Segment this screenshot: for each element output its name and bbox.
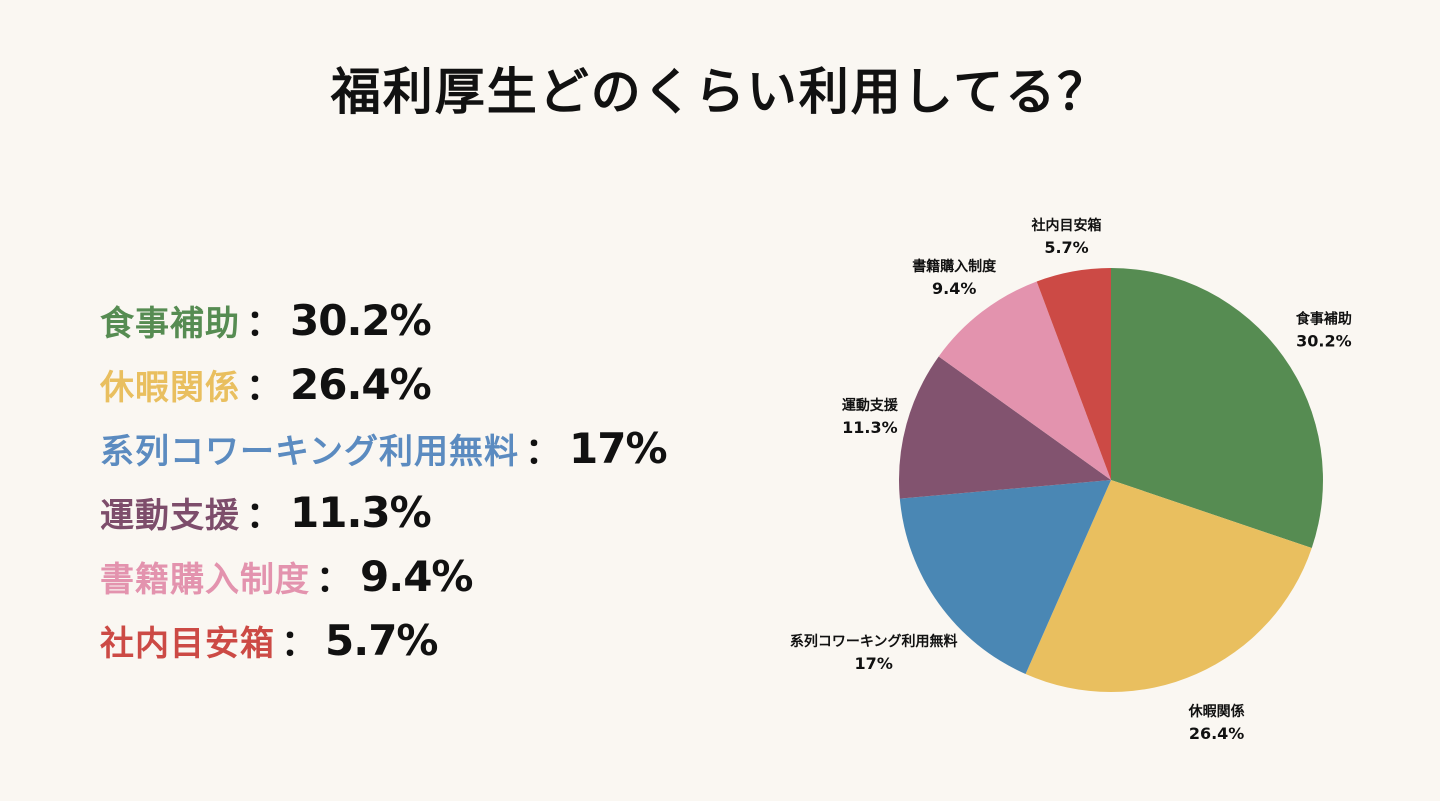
legend-item-label: 食事補助 [100, 303, 240, 344]
legend-item-separator: ： [246, 367, 283, 408]
legend-item: 書籍購入制度： 9.4% [100, 544, 667, 608]
pie-slice-label: 食事補助 [1296, 310, 1352, 327]
pie-slice [1025, 480, 1312, 692]
pie-slice-label: 系列コワーキング利用無料 [790, 633, 958, 650]
legend-item-value: 30.2% [290, 295, 432, 345]
legend-item: 系列コワーキング利用無料： 17% [100, 416, 668, 480]
legend-item: 休暇関係： 26.4% [100, 352, 667, 416]
legend-item-label: 社内目安箱 [100, 623, 275, 664]
pie-slice-value: 17% [855, 654, 893, 673]
legend-item-value: 26.4% [290, 359, 432, 409]
legend-item-value: 9.4% [360, 551, 473, 601]
legend-item-separator: ： [524, 431, 561, 472]
legend-item: 食事補助： 30.2% [100, 288, 667, 352]
legend-item-value: 5.7% [325, 615, 438, 665]
legend-item-value: 11.3% [290, 487, 432, 537]
legend: 食事補助： 30.2% 休暇関係： 26.4% 系列コワーキング利用無料： 17% 運動支援… [100, 288, 668, 672]
pie-slice-value: 11.3% [842, 418, 898, 437]
legend-item-separator: ： [316, 559, 353, 600]
legend-item-separator: ： [246, 495, 283, 536]
chart-title: 福利厚生どのくらい利用してる？ [330, 63, 1110, 121]
pie-slice [1036, 268, 1111, 480]
legend-item-label: 書籍購入制度 [100, 559, 310, 600]
legend-item-label: 運動支援 [100, 495, 240, 536]
pie-slice [1111, 268, 1323, 549]
pie-slice [938, 281, 1111, 480]
legend-item: 社内目安箱： 5.7% [100, 608, 667, 672]
pie-slice [899, 356, 1111, 499]
legend-item-label: 系列コワーキング利用無料 [100, 431, 519, 472]
pie-slice-label: 書籍購入制度 [912, 258, 997, 275]
pie-slice-value: 30.2% [1296, 331, 1352, 350]
pie-slice-value: 9.4% [932, 279, 976, 298]
pie-slice-label: 社内目安箱 [1031, 217, 1102, 234]
legend-item: 運動支援： 11.3% [100, 480, 667, 544]
pie-slice-label: 休暇関係 [1188, 703, 1245, 720]
pie-slice-value: 5.7% [1044, 238, 1088, 257]
pie-slice-label: 運動支援 [842, 397, 899, 414]
legend-item-separator: ： [246, 303, 283, 344]
legend-item-label: 休暇関係 [100, 367, 240, 408]
pie-slice [899, 480, 1111, 675]
pie-slice-value: 26.4% [1189, 724, 1245, 743]
legend-item-value: 17% [569, 423, 668, 473]
legend-item-separator: ： [281, 623, 318, 664]
